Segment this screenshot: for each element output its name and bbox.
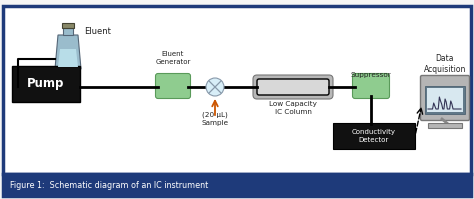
Text: Pump: Pump — [27, 77, 64, 91]
Text: Figure 1:  Schematic diagram of an IC instrument: Figure 1: Schematic diagram of an IC ins… — [10, 180, 208, 189]
FancyBboxPatch shape — [257, 79, 329, 95]
Text: (20 μL): (20 μL) — [202, 112, 228, 118]
Bar — [333, 123, 415, 149]
FancyBboxPatch shape — [425, 86, 465, 114]
Text: Eluent
Generator: Eluent Generator — [155, 51, 191, 64]
Bar — [427, 88, 463, 112]
Text: Suppressor: Suppressor — [351, 72, 392, 78]
Text: Data
Acquisition: Data Acquisition — [424, 54, 466, 74]
Bar — [12, 66, 80, 102]
Polygon shape — [55, 35, 81, 69]
Bar — [63, 28, 73, 35]
FancyBboxPatch shape — [253, 75, 333, 99]
Text: Low Capacity
IC Column: Low Capacity IC Column — [269, 101, 317, 114]
FancyBboxPatch shape — [155, 73, 191, 99]
Circle shape — [206, 78, 224, 96]
FancyBboxPatch shape — [420, 75, 470, 121]
Polygon shape — [58, 49, 78, 67]
Bar — [428, 123, 462, 128]
Bar — [62, 23, 74, 28]
Text: Sample: Sample — [201, 120, 228, 126]
Text: Conductivity
Detector: Conductivity Detector — [352, 129, 396, 143]
FancyBboxPatch shape — [3, 6, 471, 174]
Bar — [3, 174, 471, 196]
Text: Eluent: Eluent — [84, 26, 111, 35]
FancyBboxPatch shape — [353, 73, 390, 99]
